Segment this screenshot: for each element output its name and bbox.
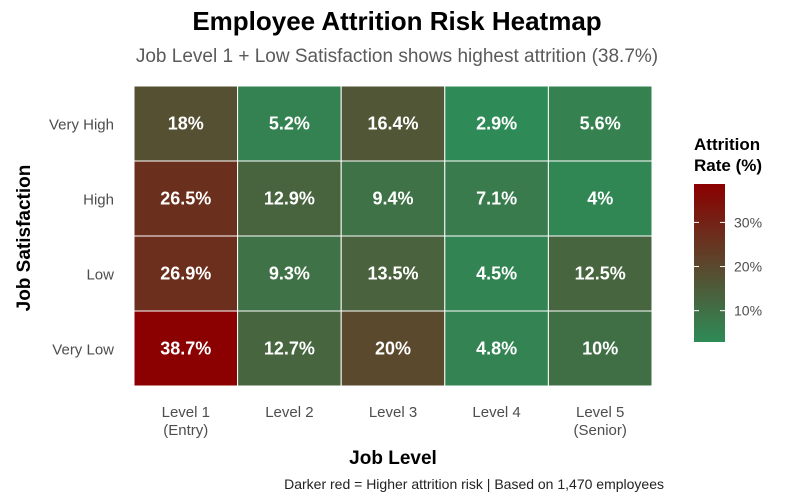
color-legend: Attrition Rate (%) 10% 20% 30% xyxy=(694,135,762,342)
heatmap-cell xyxy=(133,235,239,312)
y-tick-label: High xyxy=(83,192,114,209)
cell-value-label: 16.4% xyxy=(367,114,418,134)
heatmap-cell xyxy=(237,160,342,237)
heatmap-cell xyxy=(237,310,342,387)
cell-value-label: 4% xyxy=(587,189,613,209)
legend-title: Rate (%) xyxy=(694,156,762,175)
x-tick-label: Level 3 xyxy=(369,404,417,421)
x-tick-label: Level 1 (Entry) xyxy=(162,404,210,439)
chart-subtitle: Job Level 1 + Low Satisfaction shows hig… xyxy=(135,46,659,67)
cell-value-label: 20% xyxy=(375,339,411,359)
cell-value-label: 5.6% xyxy=(580,114,621,134)
heatmap-cell xyxy=(133,85,239,162)
x-tick-label: Level 4 xyxy=(472,404,520,421)
heatmap-cell xyxy=(340,160,446,237)
heatmap-cell xyxy=(444,160,549,237)
cell-value-label: 26.5% xyxy=(160,189,211,209)
cell-value-label: 18% xyxy=(168,114,204,134)
legend-tick-label: 30% xyxy=(734,214,762,230)
legend-colorbar xyxy=(694,184,725,342)
cell-value-label: 12.5% xyxy=(575,264,626,284)
cell-value-label: 2.9% xyxy=(476,114,517,134)
x-tick-label: Level 5 (Senior) xyxy=(574,404,627,439)
x-axis-ticks: Level 1 (Entry) Level 2 Level 3 Level 4 Level… xyxy=(162,404,627,439)
heatmap-cell-labels: 18% 5.2% 16.4% 2.9% 5.6% 26.5% 12.9% 9.4% 7.1% 4%… xyxy=(160,114,625,359)
heatmap-cell xyxy=(444,310,549,387)
x-tick-label: Level 2 xyxy=(265,404,313,421)
y-axis-title: Job Satisfaction xyxy=(14,165,35,312)
cell-value-label: 10% xyxy=(582,339,618,359)
cell-value-label: 12.9% xyxy=(264,189,315,209)
y-tick-label: Very Low xyxy=(52,342,114,359)
cell-value-label: 4.5% xyxy=(476,264,517,284)
heatmap-cell xyxy=(133,310,239,387)
y-tick-label: Very High xyxy=(49,117,114,134)
heatmap-cells xyxy=(133,85,653,387)
heatmap-cell xyxy=(547,310,653,387)
heatmap-cell xyxy=(444,235,549,312)
chart-caption: Darker red = Higher attrition risk | Bas… xyxy=(284,476,664,492)
cell-value-label: 4.8% xyxy=(476,339,517,359)
legend-tick-label: 10% xyxy=(734,303,762,319)
cell-value-label: 7.1% xyxy=(476,189,517,209)
cell-value-label: 9.3% xyxy=(269,264,310,284)
cell-value-label: 13.5% xyxy=(367,264,418,284)
cell-value-label: 9.4% xyxy=(372,189,413,209)
chart-title: Employee Attrition Risk Heatmap xyxy=(192,6,602,36)
cell-value-label: 38.7% xyxy=(160,339,211,359)
legend-tick-label: 20% xyxy=(734,259,762,275)
heatmap-cell xyxy=(237,235,342,312)
y-axis-ticks: Very High High Low Very Low xyxy=(49,117,114,359)
heatmap-cell xyxy=(547,160,653,237)
heatmap-cell xyxy=(547,235,653,312)
x-axis-title: Job Level xyxy=(349,448,437,469)
y-tick-label: Low xyxy=(86,267,114,284)
cell-value-label: 26.9% xyxy=(160,264,211,284)
heatmap-cell xyxy=(340,310,446,387)
cell-value-label: 12.7% xyxy=(264,339,315,359)
legend-title: Attrition xyxy=(694,135,760,154)
cell-value-label: 5.2% xyxy=(269,114,310,134)
